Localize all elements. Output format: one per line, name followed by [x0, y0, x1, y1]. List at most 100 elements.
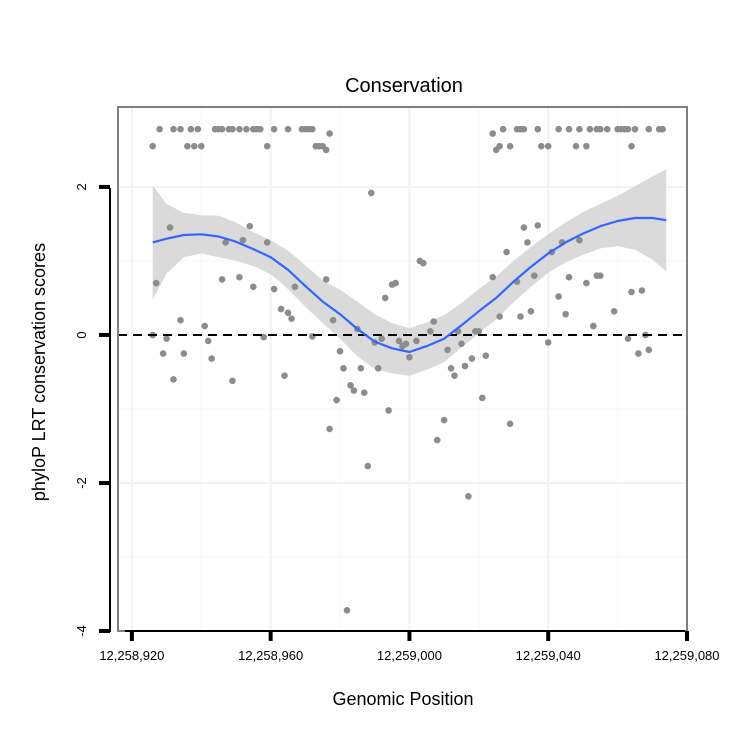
- data-point: [270, 125, 278, 133]
- data-point: [603, 125, 611, 133]
- data-point: [544, 339, 552, 346]
- data-point: [597, 125, 604, 133]
- data-point: [152, 279, 160, 287]
- x-axis-label: Genomic Position: [332, 689, 473, 709]
- y-axis-label: phyloP LRT conservation scores: [29, 243, 49, 501]
- axes: 12,258,920 12,258,960 12,259,000 12,259,040…: [74, 183, 720, 663]
- data-point: [246, 222, 254, 230]
- data-point: [572, 142, 580, 150]
- data-point: [451, 372, 458, 380]
- smooth-line-group: [152, 216, 667, 354]
- y-tick-label: -2: [74, 477, 89, 489]
- data-point: [527, 308, 535, 315]
- data-point: [329, 316, 337, 324]
- data-point: [229, 125, 236, 133]
- data-point: [288, 315, 295, 323]
- data-point: [326, 130, 333, 137]
- data-point: [149, 142, 156, 150]
- data-point: [368, 189, 375, 197]
- data-point: [645, 346, 653, 354]
- data-point: [201, 322, 208, 330]
- data-point: [524, 239, 531, 246]
- data-point: [208, 355, 215, 362]
- data-point: [610, 308, 618, 315]
- data-point: [177, 125, 184, 133]
- data-point: [204, 337, 212, 345]
- data-point: [291, 283, 299, 291]
- data-point: [586, 125, 594, 133]
- data-point: [503, 248, 510, 256]
- data-point: [534, 125, 542, 133]
- data-point: [624, 335, 632, 343]
- data-point: [482, 352, 490, 360]
- data-point: [433, 436, 441, 444]
- data-point: [381, 294, 389, 302]
- data-point: [156, 125, 163, 133]
- data-point: [163, 335, 170, 343]
- x-tick-label: 12,258,960: [238, 648, 303, 663]
- data-point: [270, 285, 278, 293]
- data-point: [340, 365, 347, 372]
- data-point: [496, 142, 503, 150]
- x-tick-label: 12,258,920: [99, 648, 164, 663]
- data-point: [343, 607, 351, 614]
- data-point: [159, 350, 167, 357]
- data-point: [531, 272, 538, 280]
- data-point: [170, 376, 177, 383]
- data-point: [631, 125, 639, 133]
- chart-title: Conservation: [345, 75, 463, 97]
- data-point: [187, 125, 195, 133]
- data-point: [250, 283, 257, 291]
- data-point: [496, 313, 503, 320]
- data-point: [180, 350, 188, 357]
- data-point: [218, 125, 226, 133]
- smooth-line: [152, 216, 667, 354]
- data-point: [350, 387, 358, 394]
- data-point: [263, 142, 271, 150]
- data-point: [281, 372, 288, 380]
- data-point: [638, 287, 646, 294]
- data-point: [347, 382, 354, 389]
- data-point: [458, 340, 465, 348]
- data-point: [489, 273, 497, 281]
- data-point: [645, 125, 653, 133]
- data-point: [257, 125, 264, 133]
- data-point: [576, 236, 583, 244]
- data-point: [489, 130, 497, 137]
- data-point: [506, 142, 514, 150]
- data-point: [506, 420, 514, 428]
- data-point: [576, 125, 583, 133]
- data-point: [222, 239, 229, 246]
- data-point: [440, 416, 448, 424]
- data-point: [364, 462, 372, 470]
- data-point: [236, 273, 243, 281]
- data-point: [520, 125, 528, 133]
- data-point: [565, 273, 573, 281]
- data-point: [395, 337, 403, 345]
- data-point: [184, 142, 191, 150]
- data-point: [420, 259, 427, 267]
- data-point: [624, 125, 632, 133]
- data-point: [336, 347, 344, 355]
- data-point: [177, 316, 184, 324]
- x-tick-label: 12,259,000: [377, 648, 442, 663]
- data-point: [402, 340, 410, 348]
- data-point: [430, 318, 438, 325]
- data-point: [263, 239, 271, 246]
- data-point: [447, 365, 455, 372]
- data-point: [333, 396, 340, 404]
- data-point: [198, 142, 205, 150]
- data-point: [284, 125, 292, 133]
- data-point: [326, 425, 333, 433]
- y-tick-label: 2: [74, 183, 89, 190]
- data-point: [659, 125, 666, 133]
- data-point: [499, 125, 507, 133]
- data-point: [243, 125, 250, 133]
- data-point: [583, 142, 590, 150]
- y-tick-label: 0: [74, 331, 89, 338]
- data-point: [628, 142, 635, 150]
- data-point: [555, 293, 562, 300]
- data-point: [597, 272, 604, 280]
- data-point: [229, 377, 236, 385]
